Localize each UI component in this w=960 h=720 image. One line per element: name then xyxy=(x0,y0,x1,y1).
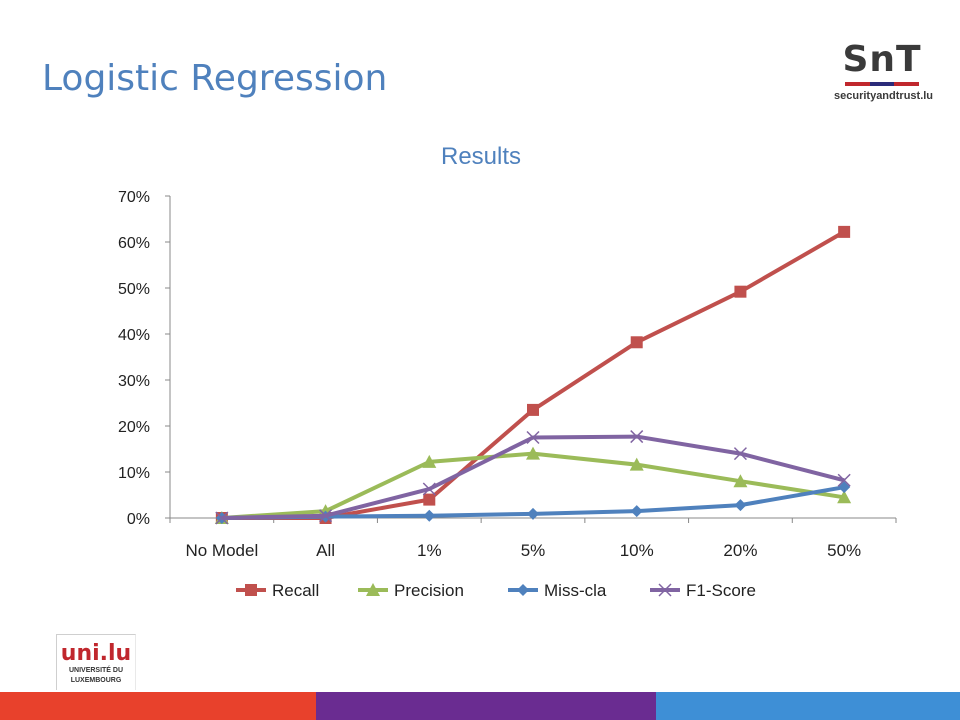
legend-label-precision: Precision xyxy=(394,581,464,600)
slide-title: Logistic Regression xyxy=(42,58,388,99)
x-tick-label: 20% xyxy=(723,541,757,560)
point-miss-cla xyxy=(734,499,747,512)
legend-item-f1-score: F1-Score xyxy=(650,581,756,600)
marker-x-stroke xyxy=(319,509,333,523)
point-precision xyxy=(733,474,748,488)
marker-x-stroke xyxy=(630,430,644,444)
point-f1-score xyxy=(526,430,540,445)
footer-segment-blue xyxy=(656,692,960,720)
point-recall xyxy=(838,225,851,238)
snt-logo-url: securityandtrust.lu xyxy=(834,90,934,102)
x-tick-label: No Model xyxy=(185,541,258,560)
x-tick-label: 5% xyxy=(521,541,546,560)
point-recall xyxy=(630,336,643,349)
uni-logo-sub2: LUXEMBOURG xyxy=(70,677,122,684)
uni-logo-sub1: UNIVERSITÉ DU xyxy=(68,667,124,674)
point-precision xyxy=(837,490,852,504)
legend-item-miss-cla: Miss-cla xyxy=(508,581,607,600)
point-miss-cla xyxy=(630,505,643,518)
legend-item-recall: Recall xyxy=(236,581,319,600)
point-miss-cla xyxy=(527,507,539,520)
point-miss-cla xyxy=(423,509,436,522)
marker-x-stroke xyxy=(526,430,540,445)
point-f1-score xyxy=(733,447,747,461)
point-precision xyxy=(526,446,540,460)
point-f1-score xyxy=(837,473,851,487)
y-tick-label: 30% xyxy=(118,373,150,390)
series-f1-score xyxy=(215,430,851,525)
point-recall xyxy=(734,285,747,298)
university-logo: uni.lu UNIVERSITÉ DU LUXEMBOURG xyxy=(56,634,136,690)
x-tick-label: 1% xyxy=(417,541,442,560)
snt-logo: SnT securityandtrust.lu xyxy=(834,39,934,120)
marker-x-stroke xyxy=(658,583,672,597)
legend-label-recall: Recall xyxy=(272,581,319,600)
series-layer xyxy=(214,225,852,525)
y-tick-label: 70% xyxy=(118,189,150,206)
y-tick-label: 40% xyxy=(118,327,150,344)
series-line-recall xyxy=(221,230,846,520)
y-tick-label: 20% xyxy=(118,419,150,436)
footer-color-bar xyxy=(0,692,960,720)
point-miss-cla xyxy=(838,481,851,494)
marker-x-stroke xyxy=(837,473,851,487)
y-tick-label: 50% xyxy=(118,281,150,298)
legend-marker-precision xyxy=(366,583,380,596)
y-tick-label: 60% xyxy=(118,235,150,252)
chart-legend: Recall Precision Miss-cla F1-Score xyxy=(236,581,756,600)
chart-title: Results xyxy=(441,143,521,170)
y-tick-label: 10% xyxy=(118,465,150,482)
snt-logo-mark: SnT xyxy=(842,39,922,80)
snt-logo-bar xyxy=(845,82,920,86)
point-f1-score xyxy=(630,430,644,444)
x-tick-label: 50% xyxy=(827,541,861,560)
legend-marker-f1-score xyxy=(658,583,672,597)
legend-marker-recall xyxy=(245,584,257,596)
point-precision xyxy=(629,457,644,471)
x-tick-label: 10% xyxy=(620,541,654,560)
point-f1-score xyxy=(422,482,436,496)
point-f1-score xyxy=(319,509,333,523)
footer-segment-purple xyxy=(316,692,656,720)
footer-segment-red xyxy=(0,692,316,720)
uni-logo-mark: uni.lu xyxy=(60,641,132,666)
y-axis: 0% 10% 20% 30% 40% 50% 60% 70% xyxy=(118,189,171,528)
marker-x-stroke xyxy=(422,482,436,496)
marker-x-stroke xyxy=(733,447,747,461)
y-tick-label: 0% xyxy=(127,511,150,528)
point-recall xyxy=(423,493,436,506)
series-recall xyxy=(215,225,851,524)
point-recall xyxy=(527,403,539,416)
legend-label-f1-score: F1-Score xyxy=(686,581,756,600)
marker-x-stroke xyxy=(215,511,229,525)
point-f1-score xyxy=(215,511,229,525)
legend-marker-miss-cla xyxy=(517,584,529,596)
legend-item-precision: Precision xyxy=(358,581,464,600)
x-axis: No Model All 1% 5% 10% 20% 50% xyxy=(169,517,897,560)
x-tick-label: All xyxy=(316,541,335,560)
legend-label-miss-cla: Miss-cla xyxy=(544,581,607,600)
point-precision xyxy=(422,454,437,468)
